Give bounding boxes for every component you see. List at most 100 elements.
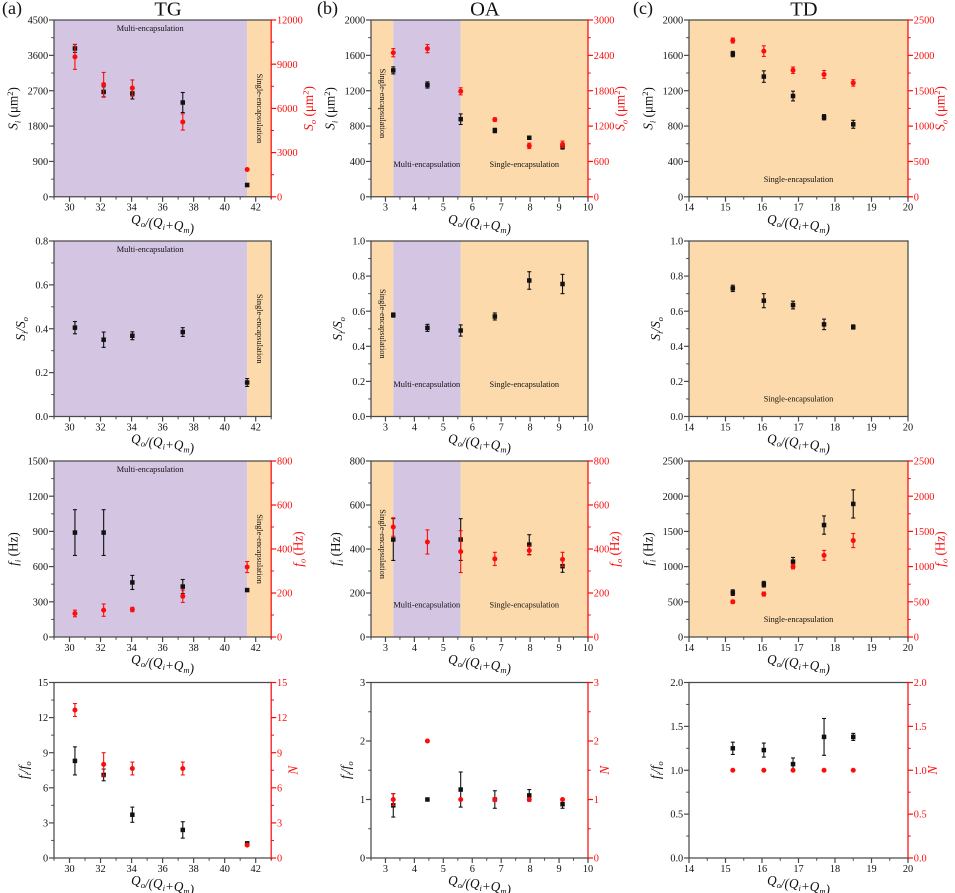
svg-text:200: 200	[350, 589, 365, 600]
svg-text:1600: 1600	[663, 51, 684, 62]
svg-text:500: 500	[914, 157, 929, 168]
svg-text:Multi-encapsulation: Multi-encapsulation	[117, 245, 185, 254]
svg-text:800: 800	[350, 122, 365, 133]
svg-text:Si (μm2): Si (μm2)	[5, 87, 23, 130]
svg-text:Single-encapsulation: Single-encapsulation	[255, 74, 264, 144]
svg-text:900: 900	[33, 157, 48, 168]
svg-text:1.5: 1.5	[914, 722, 927, 733]
svg-text:14: 14	[684, 422, 694, 433]
svg-text:1.0: 1.0	[914, 766, 927, 777]
svg-text:200: 200	[594, 589, 609, 600]
svg-text:16: 16	[757, 203, 767, 214]
svg-text:8: 8	[528, 203, 533, 214]
svg-text:(a): (a)	[2, 0, 22, 19]
svg-text:500: 500	[668, 597, 683, 608]
svg-text:400: 400	[668, 157, 683, 168]
svg-text:0: 0	[360, 854, 365, 865]
svg-text:9: 9	[557, 422, 562, 433]
svg-text:800: 800	[350, 457, 365, 468]
svg-text:1800: 1800	[28, 122, 49, 133]
svg-text:17: 17	[793, 203, 803, 214]
svg-text:0: 0	[594, 854, 599, 865]
svg-text:9: 9	[557, 643, 562, 654]
svg-text:16: 16	[757, 643, 767, 654]
svg-text:3: 3	[43, 819, 48, 830]
svg-text:12000: 12000	[277, 16, 303, 27]
svg-text:2700: 2700	[28, 86, 49, 97]
svg-text:40: 40	[220, 203, 230, 214]
svg-text:9: 9	[557, 864, 562, 875]
svg-text:0.0: 0.0	[670, 854, 683, 865]
svg-text:0.2: 0.2	[352, 377, 365, 388]
svg-text:42: 42	[251, 643, 261, 654]
svg-text:200: 200	[277, 589, 292, 600]
svg-text:0: 0	[43, 854, 48, 865]
svg-text:fo (Hz): fo (Hz)	[932, 531, 949, 566]
svg-text:fi (Hz): fi (Hz)	[641, 532, 658, 566]
svg-text:So (μm2): So (μm2)	[612, 86, 630, 131]
svg-text:Multi-encapsulation: Multi-encapsulation	[117, 24, 185, 33]
svg-text:30: 30	[64, 203, 74, 214]
svg-text:40: 40	[220, 864, 230, 875]
svg-text:8: 8	[528, 643, 533, 654]
svg-text:0.2: 0.2	[35, 368, 48, 379]
svg-text:12: 12	[38, 713, 48, 724]
svg-text:500: 500	[914, 597, 929, 608]
svg-text:6: 6	[277, 783, 282, 794]
svg-text:0.8: 0.8	[35, 237, 48, 248]
svg-text:16: 16	[757, 864, 767, 875]
svg-text:Multi-encapsulation: Multi-encapsulation	[393, 600, 461, 609]
svg-text:38: 38	[188, 643, 198, 654]
svg-text:0.6: 0.6	[352, 307, 365, 318]
svg-text:1200: 1200	[663, 86, 684, 97]
svg-text:2.0: 2.0	[670, 678, 683, 689]
svg-text:1.0: 1.0	[670, 237, 683, 248]
svg-text:34: 34	[126, 643, 136, 654]
svg-text:16: 16	[757, 422, 767, 433]
svg-text:14: 14	[684, 203, 694, 214]
svg-text:0.0: 0.0	[670, 412, 683, 423]
svg-text:fi/fo: fi/fo	[338, 761, 355, 779]
svg-text:0.6: 0.6	[35, 281, 48, 292]
svg-text:2500: 2500	[914, 16, 935, 27]
svg-text:2500: 2500	[663, 457, 684, 468]
svg-text:Si/So: Si/So	[330, 316, 347, 340]
svg-text:10: 10	[583, 203, 593, 214]
svg-text:1500: 1500	[663, 527, 684, 538]
svg-text:2.0: 2.0	[914, 678, 927, 689]
svg-text:1200: 1200	[345, 86, 366, 97]
svg-text:5: 5	[441, 422, 446, 433]
svg-text:34: 34	[126, 203, 136, 214]
svg-text:3: 3	[383, 864, 388, 875]
svg-text:3: 3	[360, 678, 365, 689]
svg-text:900: 900	[33, 527, 48, 538]
svg-text:3600: 3600	[28, 51, 49, 62]
svg-text:12: 12	[277, 713, 287, 724]
svg-text:9: 9	[277, 748, 282, 759]
svg-text:fi/fo: fi/fo	[16, 761, 33, 779]
svg-text:7: 7	[499, 864, 504, 875]
svg-text:2: 2	[360, 737, 365, 748]
svg-text:17: 17	[793, 422, 803, 433]
svg-text:5: 5	[441, 643, 446, 654]
svg-text:Single-encapsulation: Single-encapsulation	[490, 600, 560, 609]
svg-text:17: 17	[793, 864, 803, 875]
svg-text:20: 20	[903, 203, 913, 214]
svg-text:36: 36	[157, 643, 167, 654]
svg-text:400: 400	[277, 545, 292, 556]
svg-text:fo (Hz): fo (Hz)	[607, 531, 624, 566]
svg-text:6000: 6000	[277, 104, 298, 115]
svg-text:TD: TD	[790, 0, 817, 21]
svg-text:1.0: 1.0	[670, 766, 683, 777]
svg-text:4: 4	[412, 864, 417, 875]
svg-text:0.0: 0.0	[352, 412, 365, 423]
svg-text:0: 0	[678, 633, 683, 644]
svg-text:600: 600	[33, 562, 48, 573]
svg-text:So (μm2): So (μm2)	[932, 86, 950, 131]
svg-text:Si/So: Si/So	[648, 316, 665, 340]
svg-text:4: 4	[412, 203, 417, 214]
svg-text:38: 38	[188, 864, 198, 875]
svg-text:Single-encapsulation: Single-encapsulation	[378, 69, 387, 139]
svg-text:32: 32	[95, 203, 105, 214]
svg-text:0: 0	[678, 192, 683, 203]
